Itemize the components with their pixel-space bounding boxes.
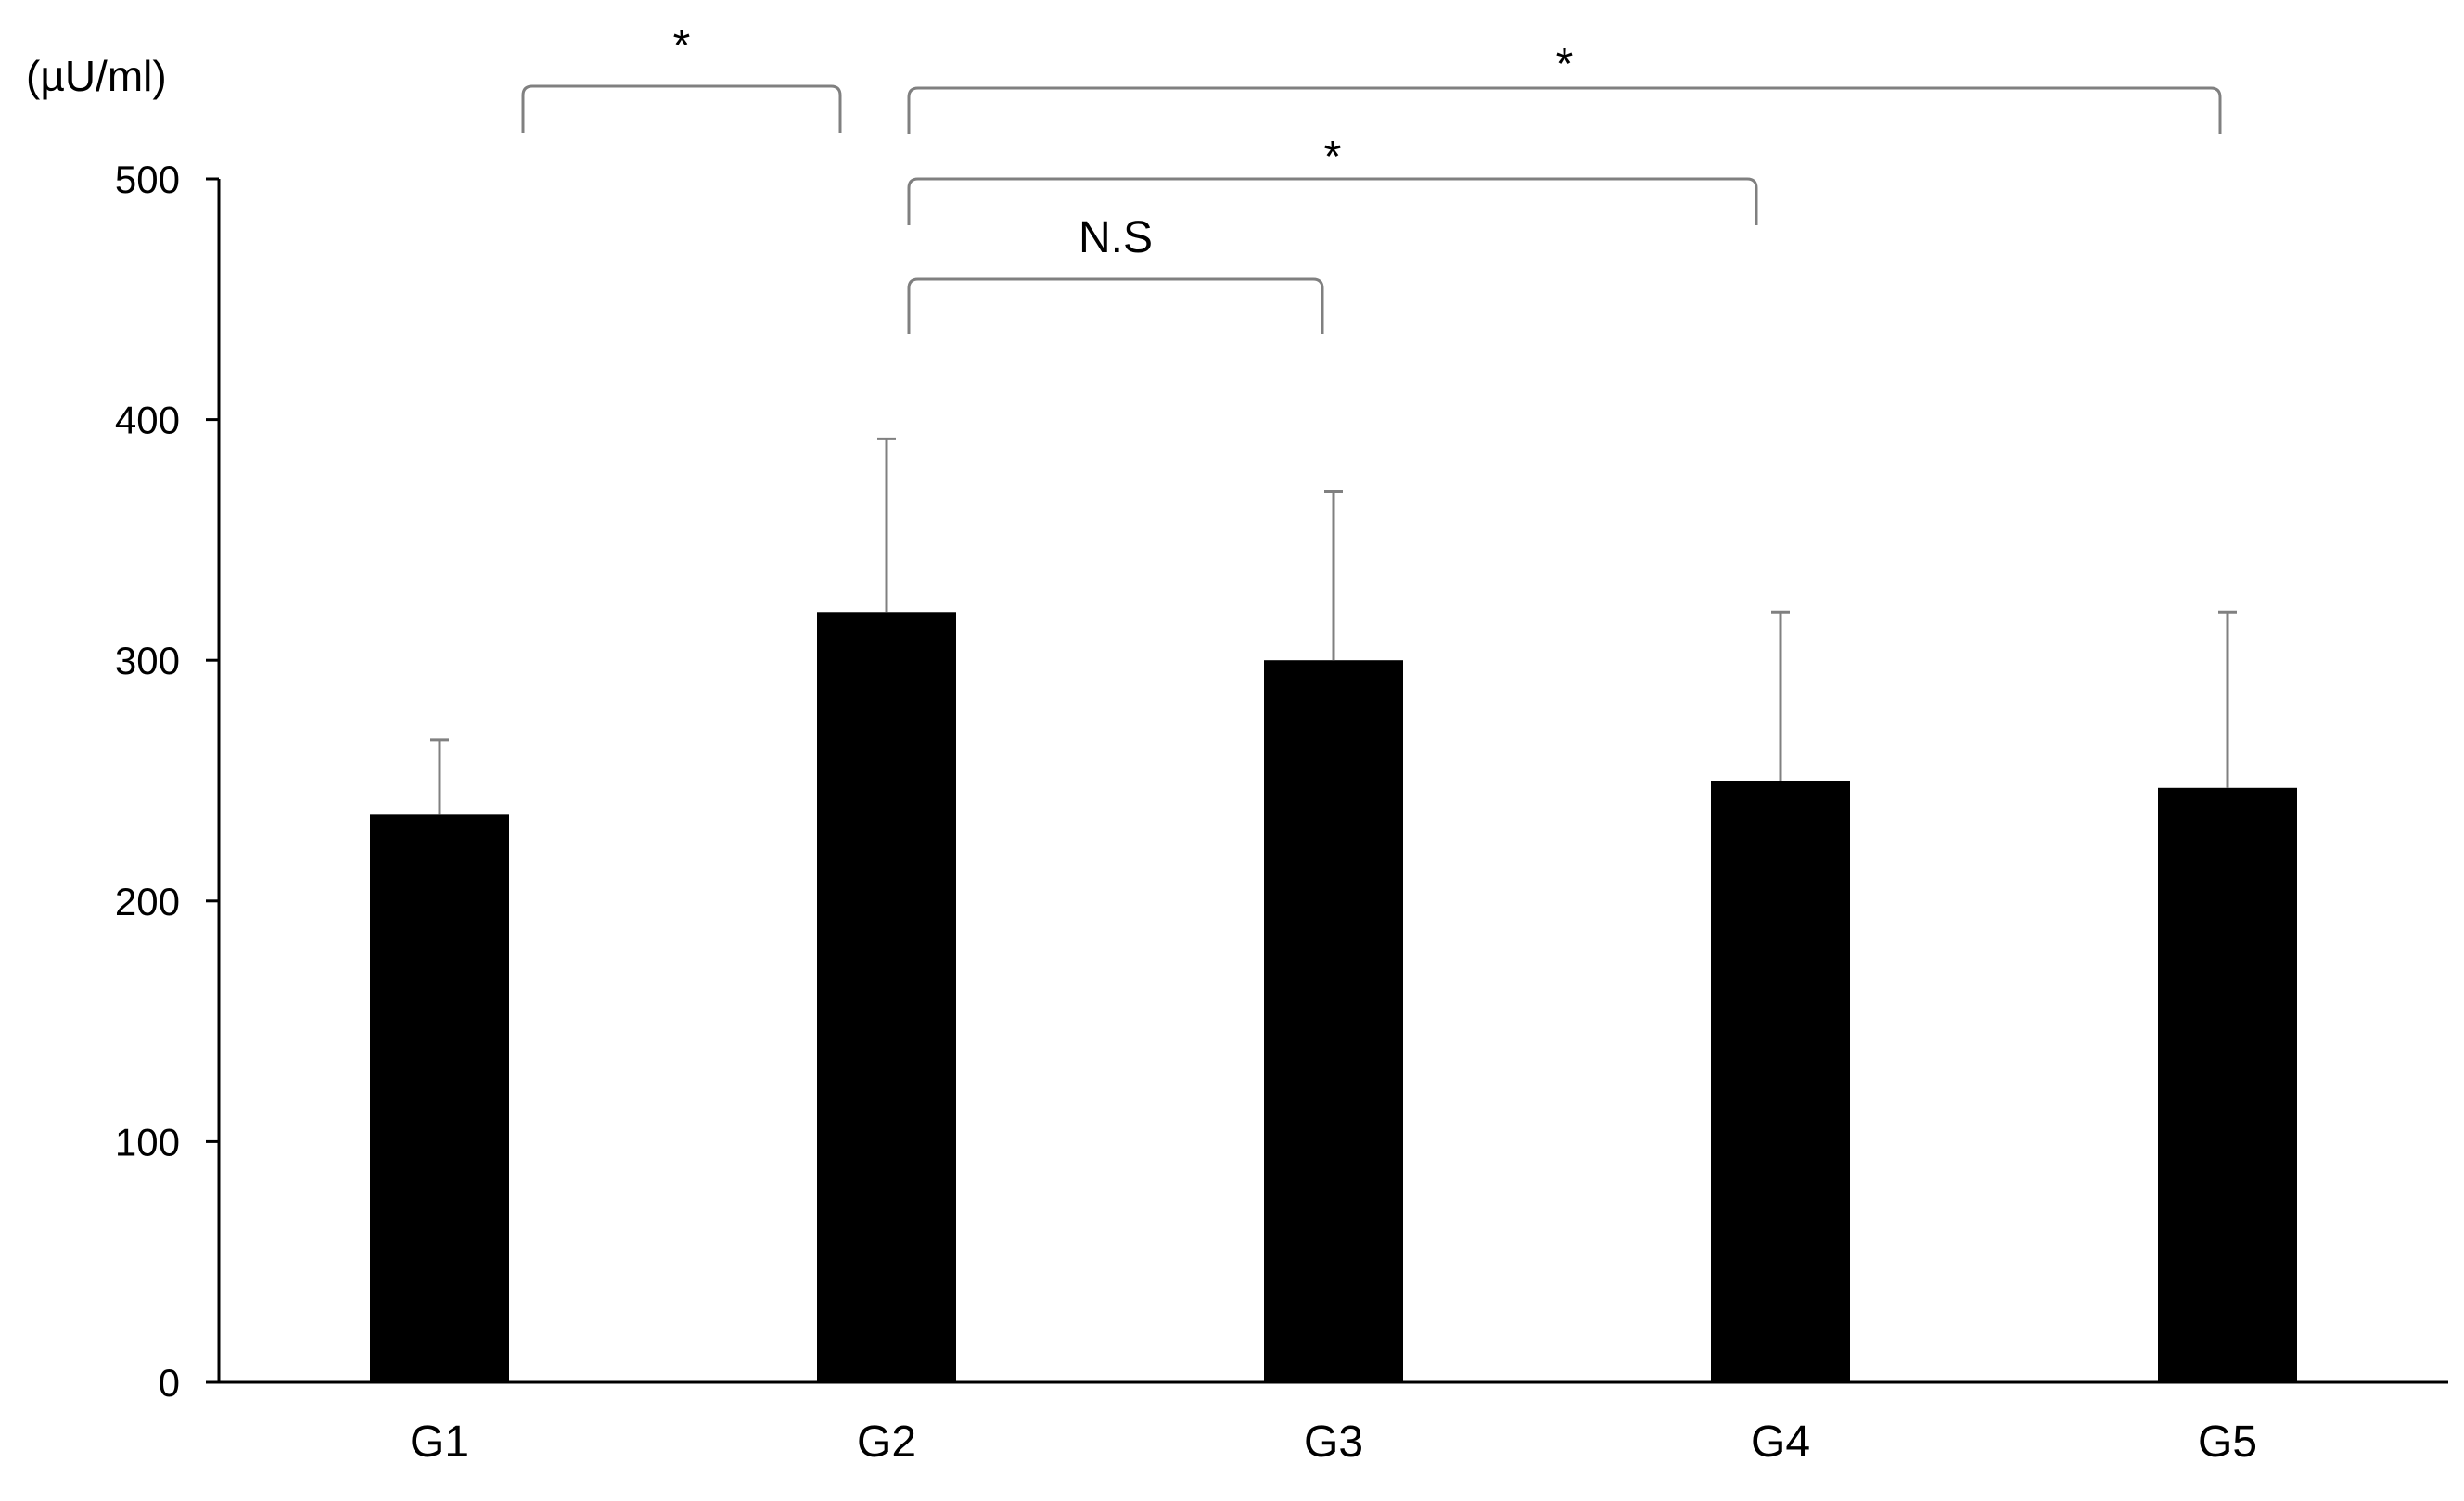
x-category-label: G3	[1304, 1418, 1363, 1467]
significance-bracket	[907, 277, 1324, 334]
significance-label: N.S	[1079, 213, 1153, 262]
bars	[370, 612, 2297, 1382]
x-category-label: G1	[410, 1418, 469, 1467]
y-axis: 0 100 200 300 400 500	[115, 158, 221, 1405]
y-tick-label: 200	[115, 880, 180, 923]
x-category-label: G2	[857, 1418, 916, 1467]
bar-g3	[1264, 660, 1403, 1382]
x-category-label: G4	[1751, 1418, 1810, 1467]
bar-g1	[370, 814, 509, 1382]
significance-label: *	[673, 21, 691, 70]
bar-g5	[2158, 787, 2297, 1382]
significance-brackets: * * * N.S	[521, 21, 2222, 334]
y-tick-label: 0	[159, 1361, 180, 1405]
y-tick-label: 100	[115, 1120, 180, 1164]
x-category-label: G5	[2198, 1418, 2257, 1467]
bar-g2	[817, 612, 956, 1382]
significance-bracket	[907, 86, 2222, 134]
x-axis: G1 G2 G3 G4 G5	[219, 1380, 2448, 1467]
significance-label: *	[1556, 40, 1574, 89]
significance-bracket	[521, 84, 842, 133]
error-bars	[430, 437, 2237, 815]
bar-g4	[1711, 781, 1850, 1382]
y-tick-label: 300	[115, 639, 180, 682]
significance-label: *	[1324, 133, 1342, 182]
significance-bracket	[907, 177, 1758, 225]
y-tick-label: 500	[115, 158, 180, 201]
y-tick-label: 400	[115, 399, 180, 442]
y-axis-unit-label: (µU/ml)	[26, 52, 167, 100]
